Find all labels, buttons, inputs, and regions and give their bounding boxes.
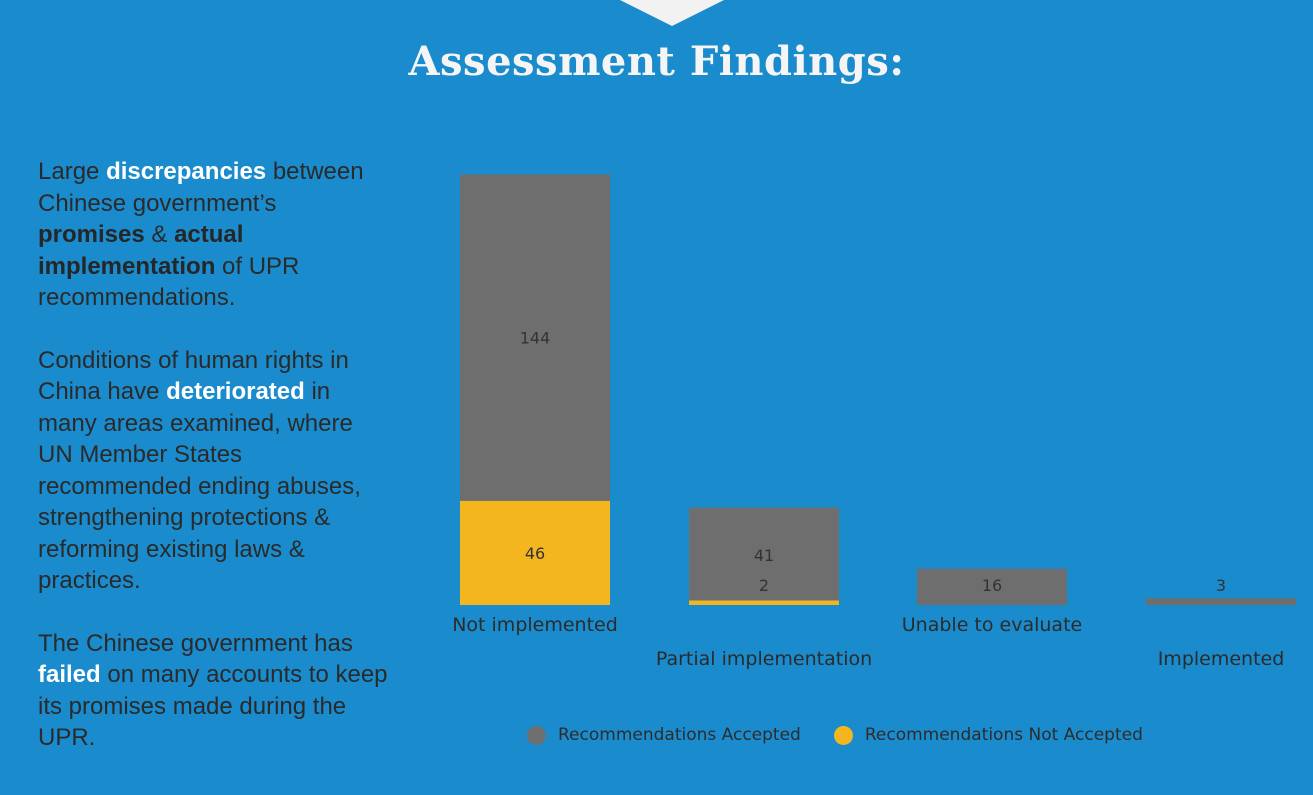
chart-legend: Recommendations Accepted Recommendations… (527, 722, 1176, 748)
legend-swatch-accepted (527, 725, 546, 745)
paragraph-text: & (144, 221, 175, 248)
bar-accepted-3 (1146, 598, 1296, 605)
legend-swatch-not-accepted (833, 725, 853, 745)
paragraph-text: Large (38, 158, 107, 185)
data-label-accepted-2: 16 (982, 576, 1002, 595)
slide-title: Assessment Findings: (408, 38, 905, 85)
bar-accepted-1 (689, 507, 839, 601)
bar-not-accepted-0 (460, 500, 610, 605)
legend-item-not-accepted: Recommendations Not Accepted (833, 725, 1143, 745)
findings-text: Large discrepancies between Chinese gove… (38, 156, 388, 785)
legend-label-not-accepted: Recommendations Not Accepted (864, 725, 1143, 745)
highlighted-text: failed (38, 661, 101, 688)
category-label-1: Partial implementation (656, 648, 872, 670)
category-label-2: Unable to evaluate (902, 614, 1082, 636)
finding-paragraph-1: Large discrepancies between Chinese gove… (38, 156, 388, 314)
category-label-3: Implemented (1158, 648, 1285, 670)
highlighted-text: promises (38, 221, 145, 248)
paragraph-text: between Chinese government’s (38, 158, 364, 217)
paragraph-text: The Chinese government has (38, 629, 353, 657)
legend-item-accepted: Recommendations Accepted (527, 725, 801, 745)
finding-paragraph-3: The Chinese government has failed on man… (38, 628, 388, 754)
data-label-accepted-1: 41 (754, 546, 774, 565)
paragraph-text: Conditions of human rights in China have (38, 346, 349, 406)
data-label-not-accepted-1: 2 (759, 576, 769, 595)
bar-accepted-2 (917, 568, 1067, 605)
data-label-not-accepted-0: 46 (525, 544, 545, 563)
highlighted-text: actual implementation (38, 221, 244, 280)
finding-paragraph-2: Conditions of human rights in China have… (38, 345, 388, 597)
paragraph-text: of UPR recommendations. (38, 252, 300, 312)
data-label-accepted-3: 3 (1216, 576, 1226, 595)
category-label-0: Not implemented (452, 614, 618, 636)
legend-label-accepted: Recommendations Accepted (558, 725, 801, 745)
highlighted-text: discrepancies (106, 158, 267, 185)
slide-notch-decoration (620, 0, 724, 26)
bar-not-accepted-1 (689, 600, 839, 605)
paragraph-text: on many accounts to keep its promises ma… (38, 661, 388, 751)
highlighted-text: deteriorated (166, 378, 305, 405)
data-label-accepted-0: 144 (520, 329, 551, 348)
bar-accepted-0 (460, 174, 610, 501)
paragraph-text: in many areas examined, where UN Member … (38, 378, 361, 594)
